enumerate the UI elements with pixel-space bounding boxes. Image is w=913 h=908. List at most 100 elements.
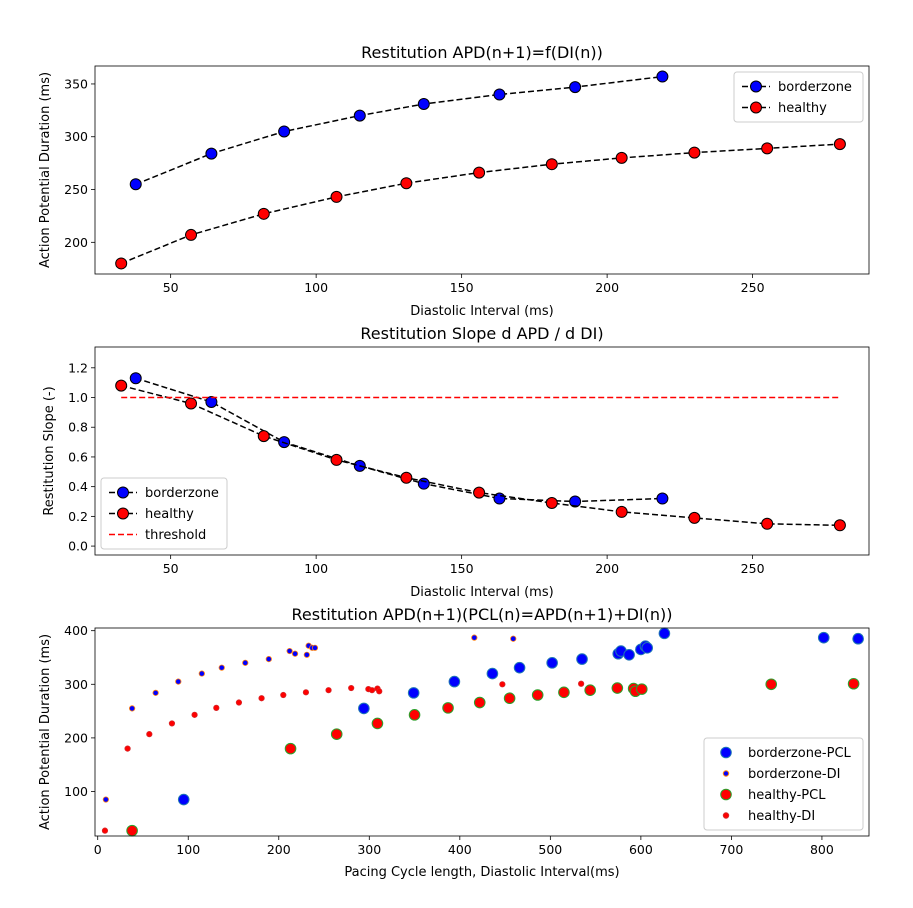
data-point bbox=[280, 691, 287, 699]
legend-item-healthy-DI: healthy-DI bbox=[722, 809, 815, 824]
legend-marker bbox=[117, 486, 129, 499]
data-point bbox=[833, 519, 846, 532]
series-borderzone bbox=[129, 372, 669, 508]
data-point bbox=[257, 207, 270, 220]
data-point bbox=[833, 138, 846, 151]
data-point bbox=[325, 687, 332, 694]
data-point bbox=[442, 702, 454, 714]
data-point bbox=[302, 689, 310, 696]
x-tick-label: 50 bbox=[163, 280, 179, 295]
data-point bbox=[400, 471, 413, 484]
legend-box bbox=[703, 737, 864, 831]
legend-marker bbox=[750, 101, 762, 114]
data-point bbox=[623, 649, 635, 661]
legend-item-borderzone-PCL: borderzone-PCL bbox=[720, 746, 852, 761]
x-tick-label: 100 bbox=[304, 280, 328, 295]
data-point bbox=[191, 711, 198, 718]
y-tick-label: 400 bbox=[64, 623, 88, 638]
legend-marker bbox=[722, 770, 730, 777]
data-point bbox=[265, 655, 272, 663]
y-tick-label: 0.8 bbox=[68, 420, 88, 435]
y-tick-label: 200 bbox=[64, 235, 88, 250]
data-point bbox=[545, 158, 558, 171]
data-point bbox=[641, 642, 654, 654]
data-point bbox=[185, 397, 198, 410]
y-tick-label: 250 bbox=[64, 182, 88, 197]
data-point bbox=[368, 687, 376, 694]
data-point bbox=[765, 678, 778, 691]
data-point bbox=[218, 664, 225, 671]
series-borderzone-DI bbox=[102, 634, 517, 803]
data-point bbox=[291, 650, 299, 657]
data-point bbox=[417, 98, 430, 111]
data-point bbox=[486, 667, 499, 680]
data-point bbox=[615, 151, 628, 164]
data-point bbox=[408, 709, 421, 721]
data-point bbox=[545, 497, 558, 509]
x-tick-label: 200 bbox=[595, 561, 619, 576]
data-point bbox=[510, 635, 517, 642]
legend-label: healthy-DI bbox=[748, 809, 815, 824]
x-tick-label: 150 bbox=[450, 561, 474, 576]
x-tick-label: 100 bbox=[304, 561, 328, 576]
series-borderzone bbox=[129, 70, 669, 191]
chart-3: Restitution APD(n+1)(PCL(n)=APD(n+1)+DI(… bbox=[38, 605, 870, 880]
x-tick-label: 300 bbox=[357, 842, 381, 857]
data-point bbox=[330, 453, 343, 466]
legend-label: healthy-PCL bbox=[748, 788, 826, 803]
data-point bbox=[584, 684, 596, 696]
data-point bbox=[286, 647, 293, 655]
plot-frame bbox=[94, 346, 870, 556]
series-borderzone-PCL bbox=[177, 627, 864, 806]
x-tick-label: 600 bbox=[629, 842, 653, 857]
data-point bbox=[499, 681, 506, 688]
data-point bbox=[129, 178, 142, 191]
data-point bbox=[578, 680, 585, 687]
data-point bbox=[448, 675, 461, 688]
y-tick-label: 0.4 bbox=[68, 479, 88, 494]
legend-item-healthy: healthy bbox=[109, 507, 194, 522]
y-tick-label: 350 bbox=[64, 76, 88, 91]
data-point bbox=[615, 505, 628, 518]
series-healthy-DI bbox=[101, 680, 585, 834]
legend-marker bbox=[750, 80, 762, 93]
y-axis-label: Restitution Slope (-) bbox=[42, 386, 57, 515]
healthy-line bbox=[120, 143, 840, 265]
x-tick-label: 50 bbox=[163, 561, 179, 576]
y-tick-label: 0.6 bbox=[68, 449, 88, 464]
data-point bbox=[473, 486, 486, 499]
data-point bbox=[371, 717, 384, 730]
legend-label: borderzone-DI bbox=[748, 767, 840, 782]
data-point bbox=[400, 177, 413, 190]
data-point bbox=[503, 692, 516, 705]
y-tick-label: 1.2 bbox=[68, 360, 88, 375]
data-point bbox=[258, 695, 265, 702]
data-point bbox=[129, 705, 136, 712]
series-healthy bbox=[115, 379, 846, 532]
data-point bbox=[407, 687, 420, 699]
x-tick-label: 700 bbox=[719, 842, 743, 857]
data-point bbox=[358, 702, 370, 715]
data-point bbox=[376, 688, 383, 695]
data-point bbox=[129, 372, 142, 385]
x-tick-label: 500 bbox=[538, 842, 562, 857]
data-point bbox=[278, 125, 291, 138]
data-point bbox=[168, 720, 176, 727]
data-point bbox=[185, 228, 198, 241]
legend-box bbox=[733, 71, 864, 123]
plot-frame bbox=[94, 627, 870, 837]
data-point bbox=[242, 659, 249, 666]
x-tick-label: 200 bbox=[267, 842, 291, 857]
y-tick-label: 1.0 bbox=[68, 390, 88, 405]
x-tick-label: 250 bbox=[741, 561, 765, 576]
data-point bbox=[235, 699, 243, 706]
legend: borderzone healthy bbox=[733, 71, 864, 123]
legend-label: borderzone-PCL bbox=[748, 746, 852, 761]
borderzone-line bbox=[135, 377, 663, 503]
data-point bbox=[330, 728, 343, 740]
data-point bbox=[126, 824, 138, 837]
legend-marker bbox=[720, 788, 732, 801]
data-point bbox=[688, 511, 701, 524]
data-point bbox=[558, 686, 570, 699]
